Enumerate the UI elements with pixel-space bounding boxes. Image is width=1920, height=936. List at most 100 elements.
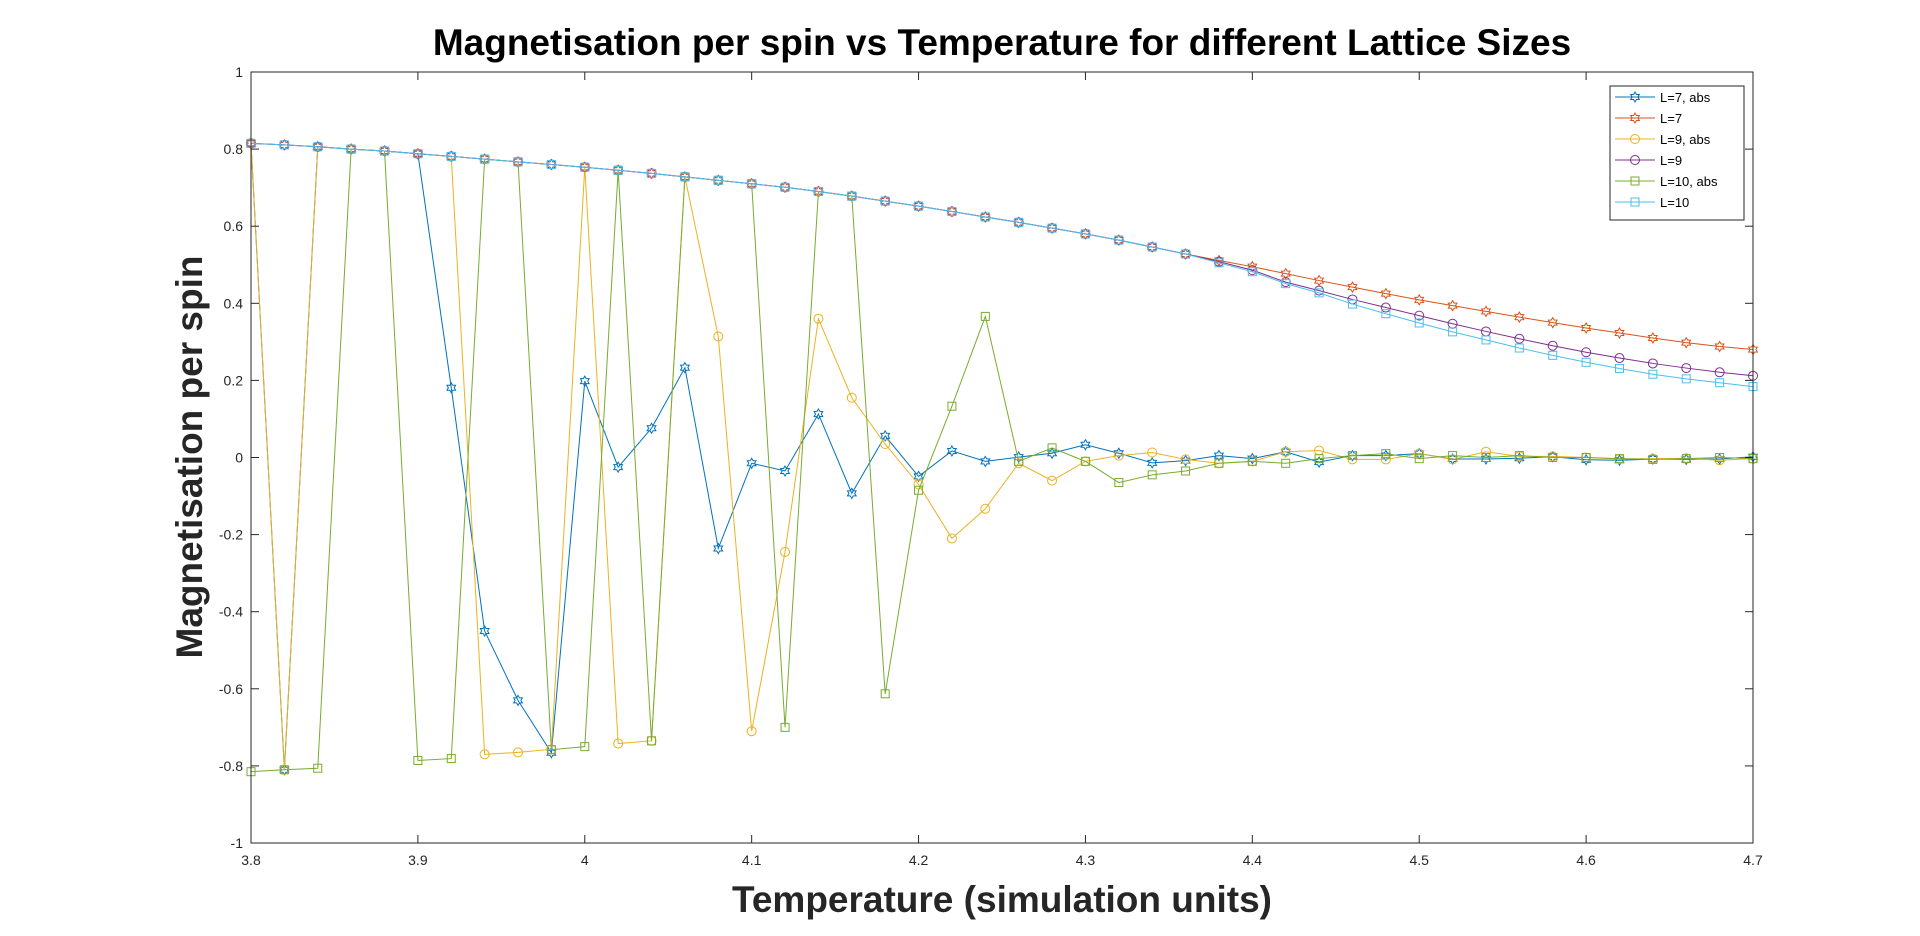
data-point: [947, 207, 957, 217]
data-point: [980, 455, 991, 468]
data-point: [1181, 249, 1191, 259]
data-point: [446, 381, 457, 394]
y-tick-label: -1: [231, 835, 244, 851]
data-point: [880, 196, 890, 206]
data-point: [1114, 478, 1124, 488]
data-point: [1414, 293, 1425, 306]
data-point: [1013, 451, 1024, 464]
data-point: [913, 470, 924, 483]
data-point: [479, 749, 490, 760]
data-point: [546, 160, 556, 170]
y-axis-label: Magnetisation per spin: [169, 256, 210, 659]
data-point: [713, 175, 723, 185]
data-point: [1247, 456, 1257, 466]
data-point: [1681, 454, 1691, 464]
data-point: [1648, 454, 1658, 464]
data-point: [1281, 279, 1291, 289]
legend-item: L=10: [1615, 195, 1689, 210]
data-point: [1113, 450, 1124, 461]
data-point: [780, 722, 790, 732]
chart-title: Magnetisation per spin vs Temperature fo…: [433, 22, 1571, 63]
x-tick-label: 4: [581, 852, 589, 868]
data-point: [1514, 451, 1524, 461]
legend-marker: [1630, 155, 1640, 165]
data-point: [546, 745, 556, 755]
y-tick-label: -0.8: [219, 758, 243, 774]
data-point: [1180, 454, 1191, 465]
legend-item: L=10, abs: [1615, 174, 1718, 189]
data-point: [713, 331, 724, 342]
data-point: [613, 165, 623, 175]
legend-marker: [1629, 91, 1641, 103]
x-tick-label: 4.5: [1409, 852, 1429, 868]
data-point: [512, 694, 524, 707]
data-point: [1448, 327, 1458, 337]
data-point: [1414, 310, 1425, 321]
plot-area: [251, 72, 1753, 843]
series-layer: [245, 137, 1759, 777]
data-point: [647, 736, 657, 746]
data-point: [1114, 235, 1124, 245]
data-point: [613, 738, 624, 749]
data-point: [713, 542, 724, 555]
data-point: [1514, 311, 1525, 324]
data-point: [1147, 242, 1157, 252]
data-point: [1047, 475, 1058, 486]
data-point: [980, 311, 990, 321]
x-tick-label: 4.6: [1576, 852, 1596, 868]
legend-item: L=9, abs: [1615, 132, 1711, 147]
data-point: [1381, 449, 1391, 459]
data-point: [1715, 378, 1725, 388]
data-point: [1714, 367, 1725, 378]
data-point: [846, 392, 857, 403]
legend: L=7, abs L=7 L=9, abs L=9 L=10, abs L=10: [1609, 85, 1745, 221]
data-point: [1414, 454, 1424, 464]
data-point: [980, 503, 991, 514]
series-6: [246, 138, 1758, 392]
y-tick-label: 0.2: [224, 372, 244, 388]
y-tick-label: 0.8: [224, 141, 244, 157]
data-point: [313, 142, 323, 152]
data-point: [1414, 448, 1425, 459]
data-point: [1481, 335, 1491, 345]
data-point: [780, 546, 791, 557]
data-point: [914, 485, 924, 495]
data-point: [1548, 350, 1558, 360]
legend-item: L=7, abs: [1615, 90, 1711, 105]
data-point: [1480, 305, 1492, 318]
data-point: [1648, 369, 1658, 379]
data-point: [1514, 333, 1525, 344]
data-point: [1214, 458, 1224, 468]
x-tick-label: 3.9: [408, 852, 428, 868]
data-point: [1113, 447, 1125, 460]
data-point: [1614, 454, 1624, 464]
data-point: [647, 168, 657, 178]
data-point: [1347, 299, 1357, 309]
data-point: [579, 375, 590, 388]
series-line: [250, 142, 1754, 388]
data-point: [1381, 309, 1391, 319]
data-point: [1380, 454, 1391, 465]
data-point: [1614, 326, 1625, 339]
data-point: [1448, 451, 1458, 461]
data-point: [946, 444, 958, 457]
data-point: [1314, 454, 1324, 464]
data-point: [1214, 258, 1224, 268]
data-point: [1581, 347, 1592, 358]
data-point: [1581, 453, 1591, 462]
x-tick-label: 4.1: [742, 852, 762, 868]
y-tick-label: 1: [235, 64, 243, 80]
data-point: [413, 149, 423, 159]
data-point: [1014, 217, 1024, 227]
data-point: [1614, 353, 1625, 364]
data-point: [847, 191, 857, 201]
data-point: [480, 154, 490, 164]
data-point: [1247, 267, 1257, 277]
data-point: [279, 765, 289, 775]
x-tick-label: 4.4: [1243, 852, 1263, 868]
legend-marker: [1630, 197, 1640, 207]
data-point: [413, 756, 423, 766]
y-tick-label: -0.4: [219, 604, 243, 620]
data-point: [746, 726, 757, 737]
data-point: [1347, 281, 1358, 294]
